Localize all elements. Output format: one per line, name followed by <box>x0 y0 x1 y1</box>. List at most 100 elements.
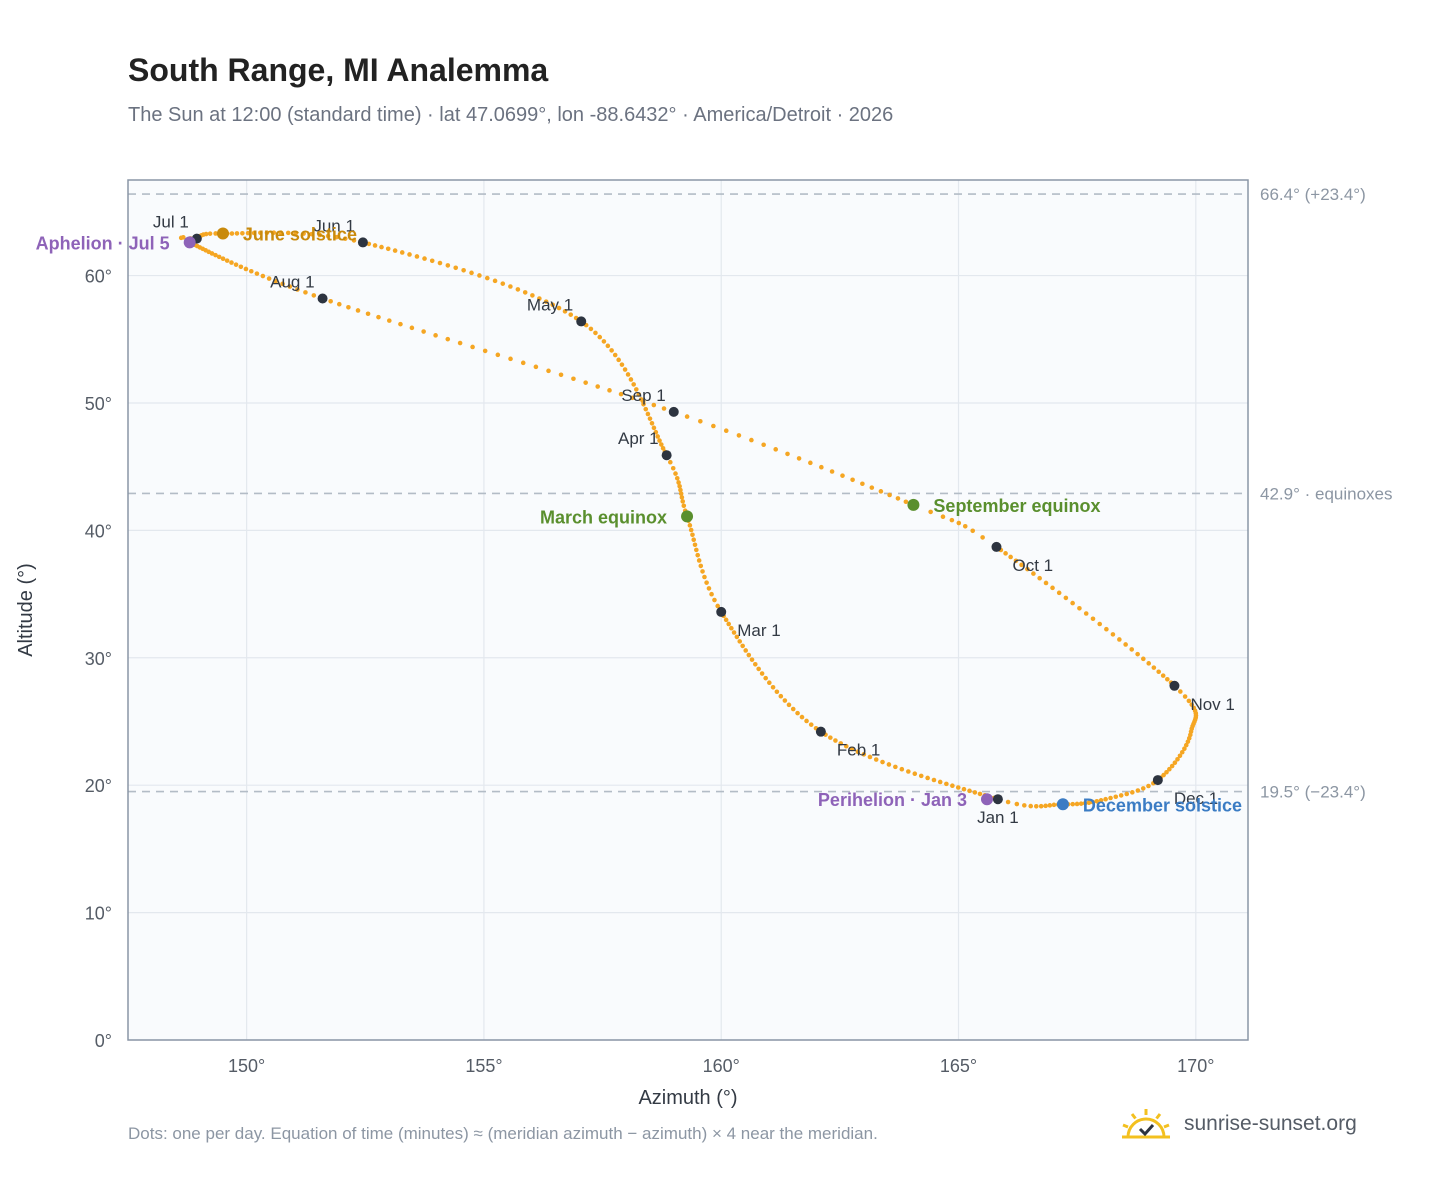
day-dot <box>309 231 314 237</box>
month-marker <box>661 450 672 461</box>
day-dot <box>838 741 844 746</box>
month-label: Jun 1 <box>313 216 355 235</box>
day-dot <box>678 487 683 493</box>
month-marker <box>1169 680 1180 691</box>
day-dot <box>457 340 463 346</box>
day-dot <box>251 230 257 236</box>
day-dot <box>918 773 924 779</box>
day-dot <box>445 263 451 268</box>
day-dot <box>694 547 699 553</box>
day-dot <box>1135 788 1141 793</box>
footnote: Dots: one per day. Equation of time (min… <box>128 1124 878 1143</box>
day-dot <box>731 630 737 635</box>
day-dot <box>640 399 646 404</box>
month-label: Aug 1 <box>270 272 314 291</box>
day-dot <box>661 406 667 411</box>
month-label: May 1 <box>527 295 573 314</box>
day-dot <box>931 777 937 783</box>
event-label: June solstice <box>243 225 357 245</box>
day-dot <box>1014 801 1020 807</box>
day-dot <box>588 326 594 332</box>
day-dot <box>668 459 673 465</box>
day-dot <box>303 290 308 295</box>
day-dot <box>950 783 955 789</box>
day-dot <box>351 238 357 243</box>
brand[interactable]: sunrise-sunset.org <box>1120 1104 1357 1144</box>
day-dot <box>224 258 230 263</box>
day-dot <box>583 380 588 385</box>
x-tick-label: 170° <box>1177 1056 1214 1076</box>
day-dot <box>676 480 681 485</box>
day-dot <box>729 625 734 631</box>
event-label: Aphelion · Jul 5 <box>36 233 170 253</box>
day-dot <box>520 360 526 366</box>
month-marker <box>357 237 368 248</box>
month-marker <box>317 293 328 304</box>
day-dot <box>1103 796 1108 802</box>
day-dot <box>234 231 240 236</box>
day-dot <box>1043 803 1048 809</box>
day-dot <box>804 718 809 724</box>
day-dot <box>477 273 482 278</box>
day-dot <box>1160 673 1166 678</box>
day-dot <box>782 698 788 703</box>
y-tick-label: 10° <box>85 904 112 924</box>
plot-area <box>128 180 1248 1040</box>
day-dot <box>873 757 879 762</box>
day-dot <box>301 231 306 236</box>
day-dot <box>618 391 624 397</box>
day-dot <box>691 537 697 543</box>
month-label: Oct 1 <box>1012 556 1053 575</box>
day-dot <box>1094 798 1100 804</box>
day-dot <box>209 251 215 256</box>
day-dot <box>977 791 983 797</box>
day-dot <box>285 230 291 236</box>
day-dot <box>962 524 968 529</box>
day-dot <box>409 325 415 331</box>
day-dot <box>636 392 642 397</box>
day-dot <box>365 311 371 317</box>
day-dot <box>749 657 755 662</box>
day-dot <box>260 273 266 279</box>
day-dot <box>767 680 772 686</box>
day-dot <box>379 244 384 250</box>
day-dot <box>1164 769 1169 775</box>
day-dot <box>688 527 694 533</box>
day-dot <box>651 425 657 431</box>
day-dot <box>612 352 618 358</box>
day-dot <box>533 364 539 370</box>
day-dot <box>1063 595 1069 601</box>
day-dot <box>1117 637 1122 642</box>
day-dot <box>595 384 600 389</box>
day-dot <box>1031 571 1036 576</box>
day-dot <box>677 484 682 489</box>
day-dot <box>855 749 861 754</box>
day-dot <box>346 304 351 310</box>
day-dot <box>630 395 635 401</box>
day-dot <box>1108 795 1113 801</box>
day-dot <box>687 523 693 528</box>
day-dot <box>795 710 800 716</box>
day-dot <box>1179 749 1185 755</box>
reference-line-label: 19.5° (−23.4°) <box>1260 783 1366 802</box>
x-axis-label: Azimuth (°) <box>638 1087 737 1109</box>
day-dot <box>850 477 855 483</box>
day-dot <box>571 376 576 382</box>
y-tick-label: 40° <box>85 521 112 541</box>
day-dot <box>869 485 875 490</box>
day-dot <box>429 258 435 264</box>
day-dot <box>543 299 549 304</box>
day-dot <box>712 597 717 603</box>
day-dot <box>398 321 403 327</box>
day-dot <box>271 230 277 235</box>
day-dot <box>1118 793 1124 798</box>
day-dot <box>734 634 740 640</box>
day-dot <box>376 314 381 320</box>
y-axis-ticks: 0° 10° 20° 30° 40° 50° 60° <box>85 267 112 1051</box>
day-dot <box>1151 665 1157 670</box>
day-dot <box>1186 698 1192 704</box>
day-dot <box>622 367 628 372</box>
day-dot <box>558 372 564 378</box>
day-dot <box>645 411 651 417</box>
event-marker <box>183 236 196 249</box>
